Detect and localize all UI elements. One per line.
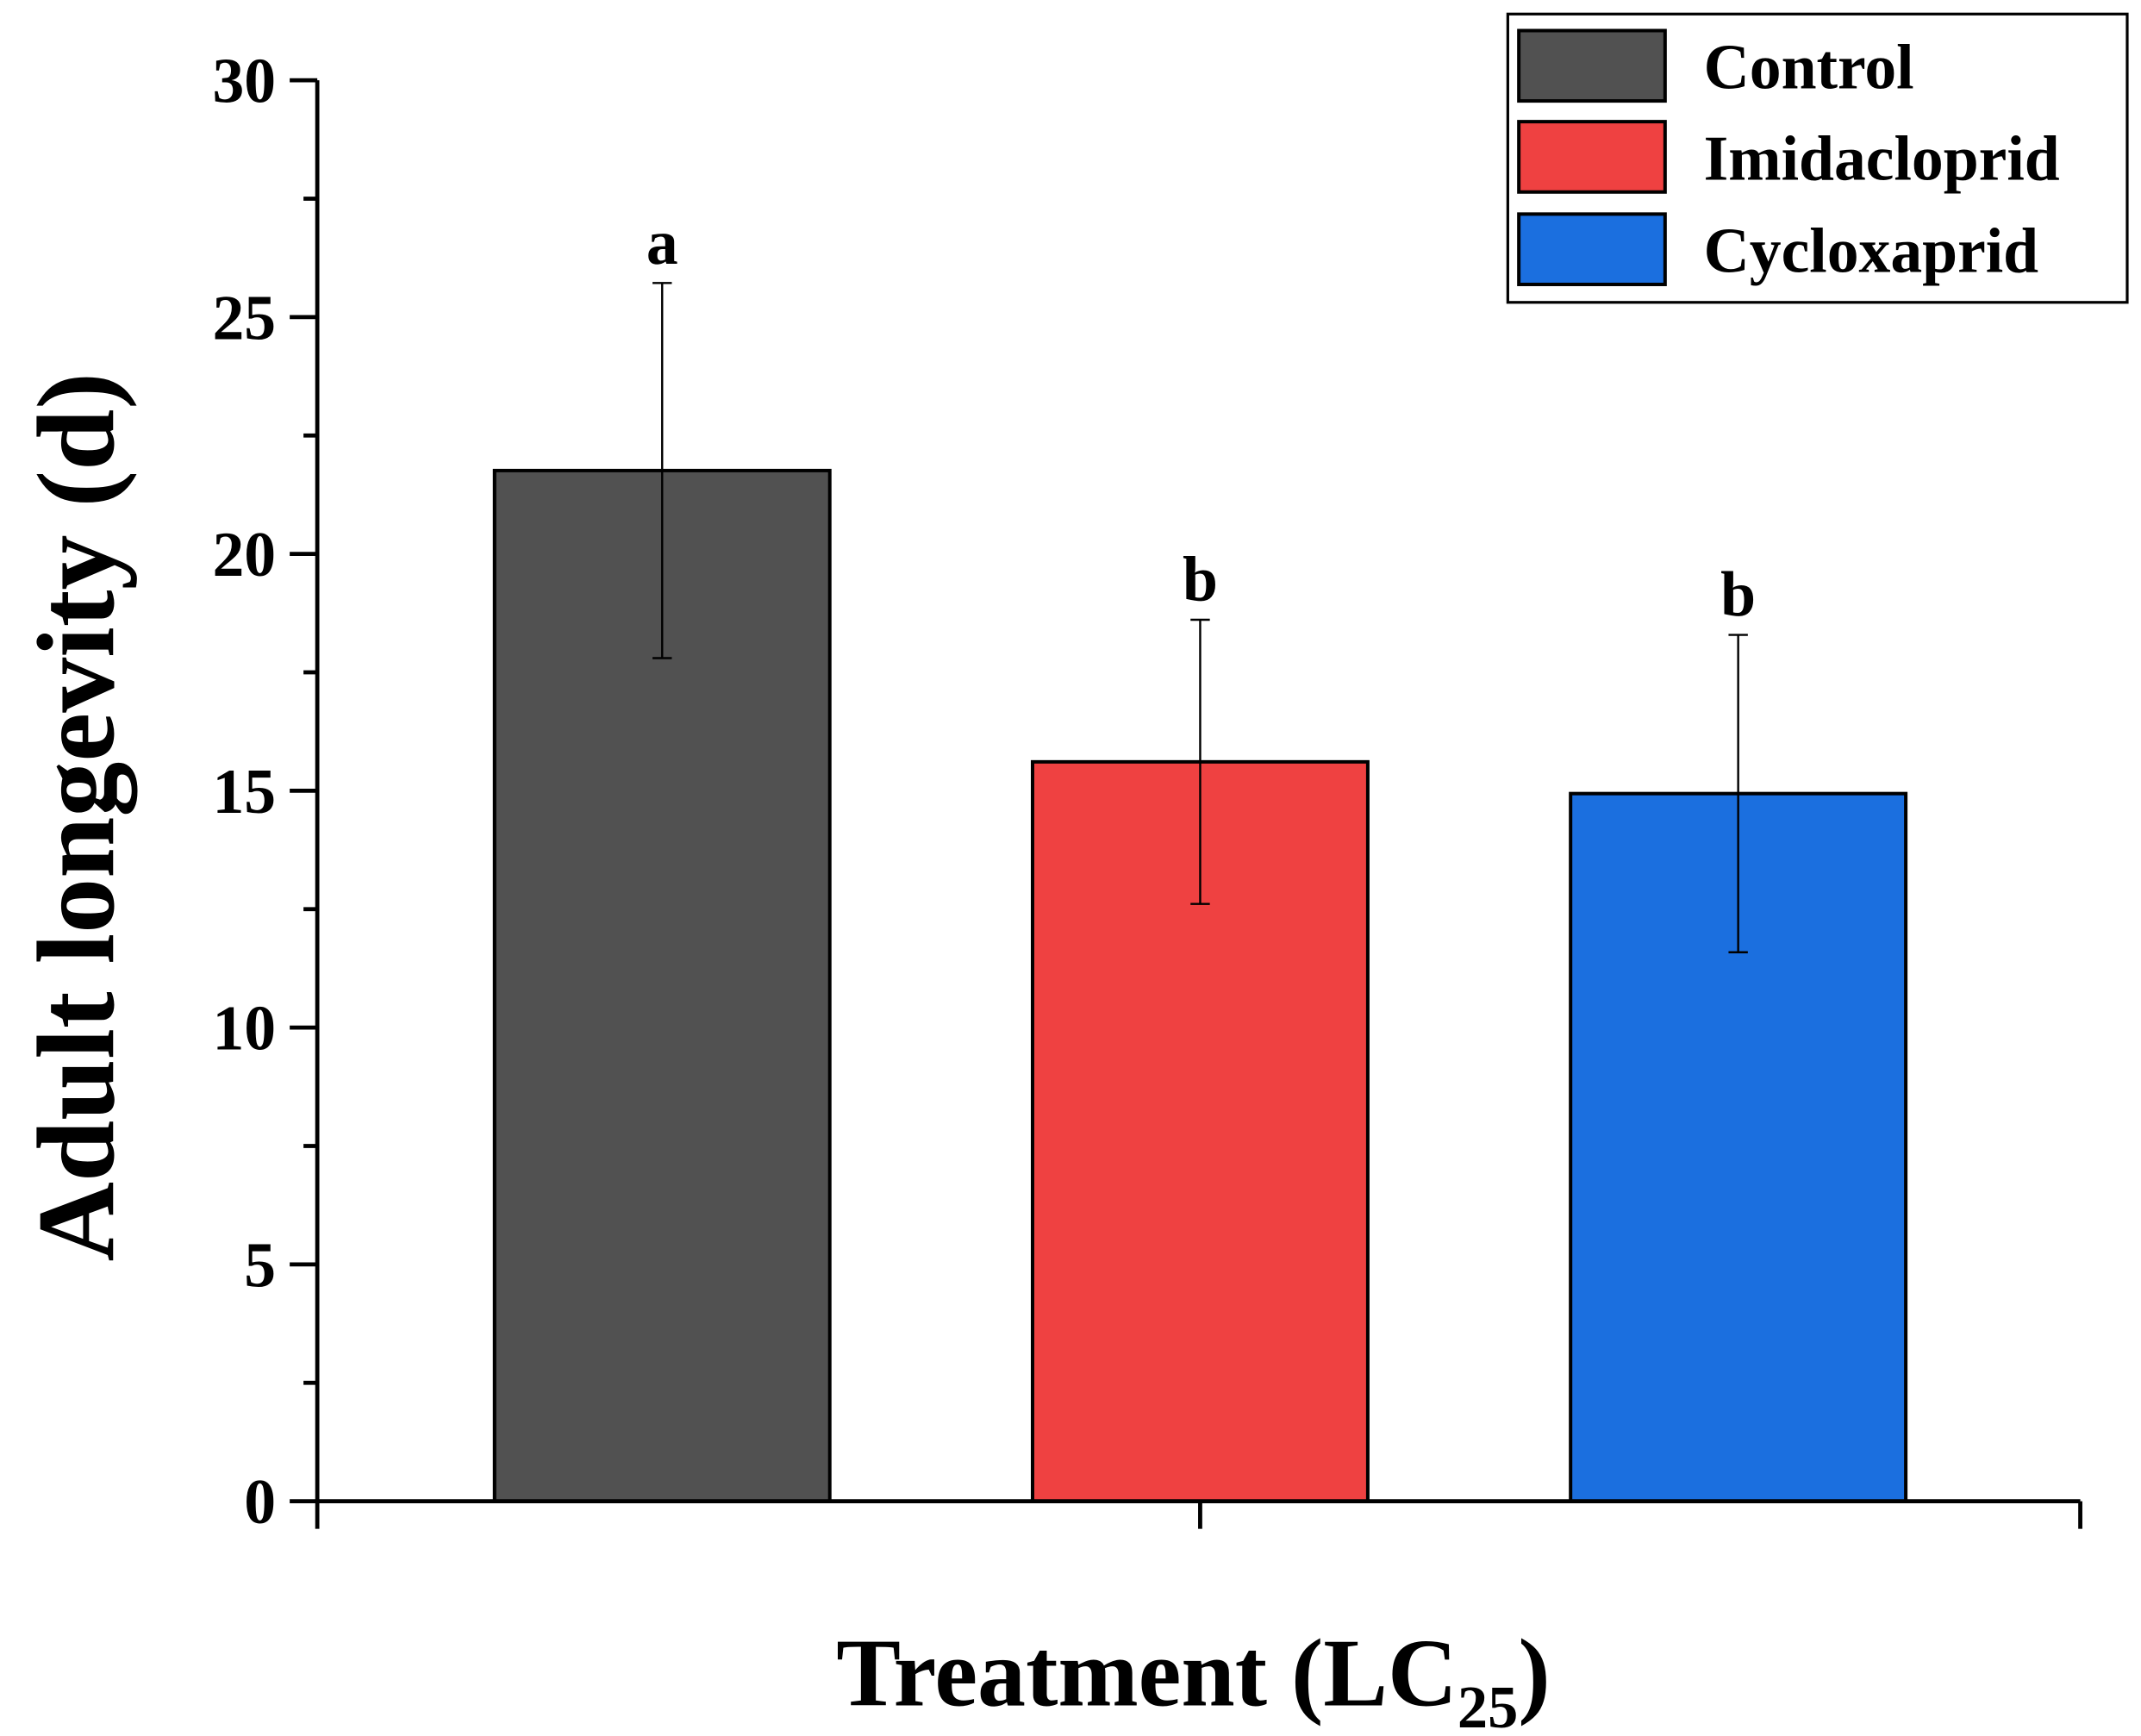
significance-letter: a (646, 207, 678, 278)
y-tick-label: 5 (244, 1229, 276, 1300)
y-tick-label: 20 (212, 519, 276, 590)
legend: Control Imidacloprid Cycloxaprid (1506, 12, 2129, 304)
legend-label: Imidacloprid (1704, 122, 2060, 193)
y-tick-label: 30 (212, 46, 276, 116)
legend-label: Control (1704, 32, 1914, 103)
significance-letter: b (1720, 559, 1756, 629)
y-tick-label: 0 (244, 1466, 276, 1537)
axes-group: 0 5 10 15 20 25 30 (212, 46, 2082, 1537)
legend-swatch-imidacloprid (1517, 120, 1667, 194)
x-axis-title-subscript: 25 (1458, 1674, 1518, 1736)
bars-group: a b b (492, 207, 1908, 1503)
legend-label: Cycloxaprid (1704, 215, 2039, 286)
y-tick-label: 10 (212, 993, 276, 1064)
y-tick-label: 15 (212, 756, 276, 827)
legend-swatch-cycloxaprid (1517, 212, 1667, 286)
y-axis-title: Adult longevity (d) (15, 372, 137, 1261)
significance-letter: b (1183, 544, 1218, 615)
x-axis-title: Treatment (LC25) (836, 1620, 1550, 1736)
y-tick-label: 25 (212, 282, 276, 353)
legend-swatch-control (1517, 28, 1667, 103)
